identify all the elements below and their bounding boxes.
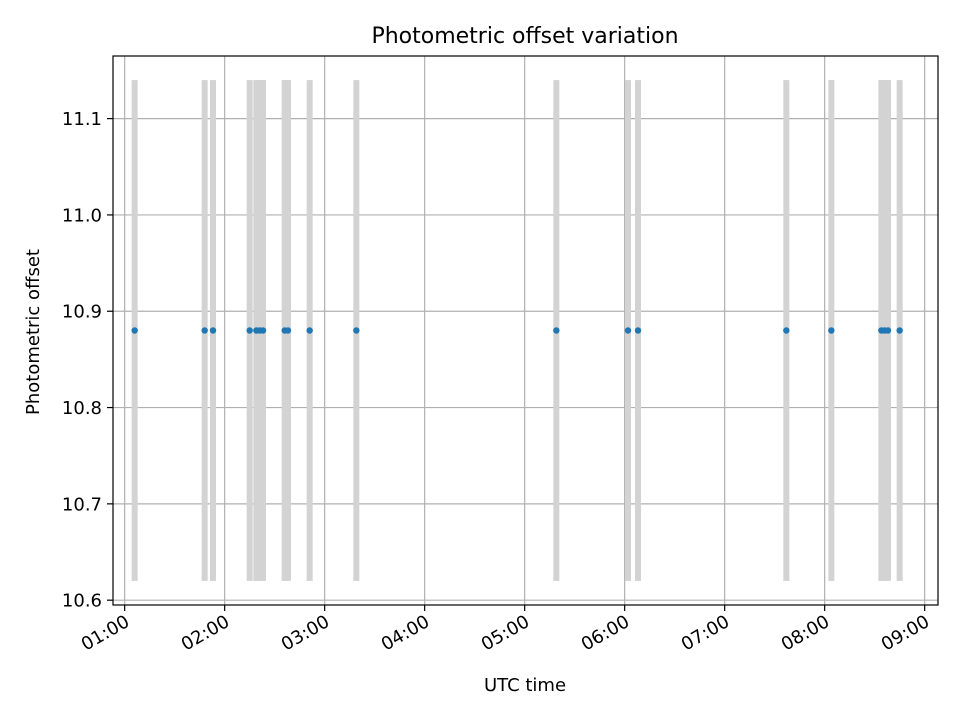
- x-tick-label: 07:00: [678, 611, 733, 655]
- data-point: [284, 327, 292, 334]
- data-point: [896, 327, 903, 334]
- x-tick-label: 06:00: [578, 611, 633, 655]
- grid-layer: [113, 56, 938, 605]
- y-tick-label: 10.9: [62, 302, 102, 323]
- data-point: [634, 327, 642, 334]
- y-tick-label: 10.6: [62, 591, 102, 612]
- data-point: [131, 327, 138, 334]
- data-point: [884, 327, 892, 334]
- data-point: [201, 327, 208, 334]
- data-point: [306, 327, 313, 334]
- data-point: [828, 327, 835, 334]
- x-tick-label: 03:00: [278, 611, 333, 655]
- y-tick-label: 11.1: [62, 109, 102, 130]
- data-point: [783, 327, 790, 334]
- point-layer: [131, 327, 903, 334]
- x-tick-label: 02:00: [178, 611, 233, 655]
- x-axis-title: UTC time: [484, 675, 566, 696]
- x-tick-label: 05:00: [478, 611, 533, 655]
- x-tick-label: 09:00: [878, 611, 933, 655]
- chart-title: Photometric offset variation: [371, 24, 678, 49]
- y-axis-title: Photometric offset: [23, 249, 44, 415]
- data-point: [624, 327, 632, 334]
- data-point: [353, 327, 360, 334]
- axis-layer: 10.6 10.7 10.8 10.9 11.0 11.1 01:00 02:00 03:00 0…: [62, 109, 933, 655]
- x-tick-label: 01:00: [78, 611, 133, 655]
- plot-frame: [112, 55, 939, 606]
- data-point: [259, 327, 267, 334]
- x-tick-label: 04:00: [378, 611, 433, 655]
- data-point: [246, 327, 253, 334]
- y-tick-label: 10.8: [62, 398, 102, 419]
- y-tick-label: 10.7: [62, 494, 102, 515]
- y-tick-label: 11.0: [62, 205, 102, 226]
- data-point: [209, 327, 217, 334]
- x-tick-label: 08:00: [778, 611, 833, 655]
- data-point: [553, 327, 560, 334]
